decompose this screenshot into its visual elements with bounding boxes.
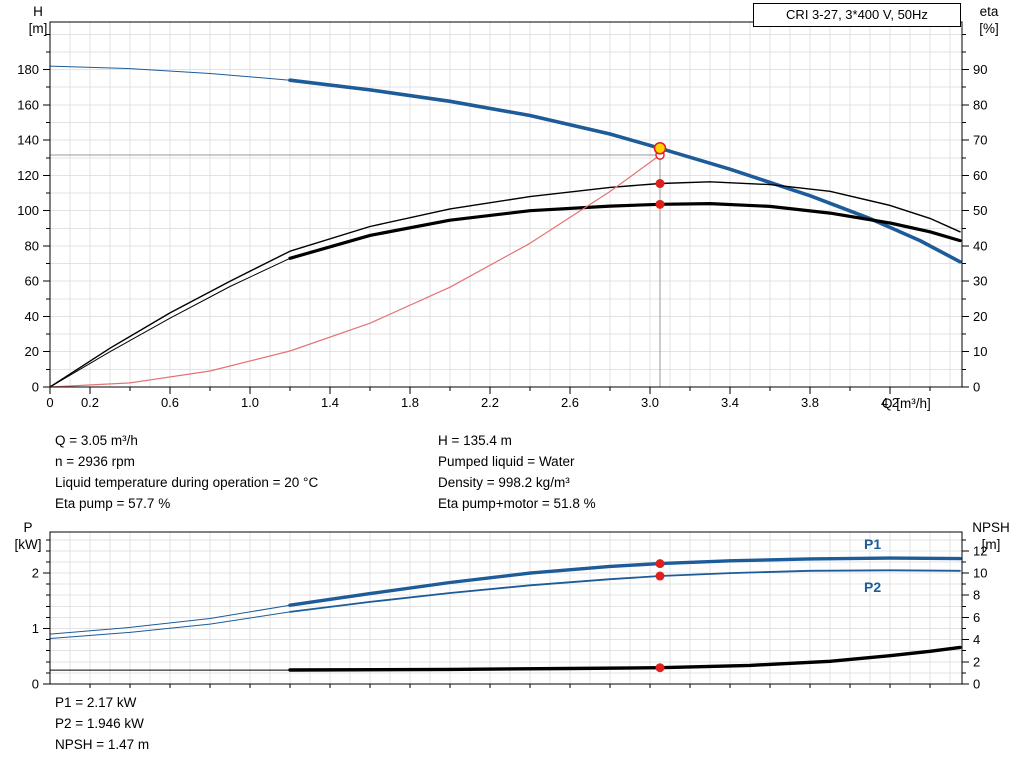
svg-text:0.6: 0.6 <box>161 395 179 410</box>
svg-text:12: 12 <box>973 543 987 558</box>
p1-curve-label: P1 <box>864 536 882 552</box>
svg-text:80: 80 <box>973 97 987 112</box>
info-line-h: H = 135.4 m <box>438 433 512 448</box>
svg-text:4.2: 4.2 <box>881 395 899 410</box>
info-line-density: Density = 998.2 kg/m³ <box>438 475 570 490</box>
p2-curve-label: P2 <box>864 579 882 595</box>
svg-text:60: 60 <box>973 168 987 183</box>
svg-text:120: 120 <box>17 168 39 183</box>
svg-text:180: 180 <box>17 62 39 77</box>
svg-text:90: 90 <box>973 62 987 77</box>
info-line-p1: P1 = 2.17 kW <box>55 695 137 710</box>
svg-text:70: 70 <box>973 133 987 148</box>
duty-info-left: Q = 3.05 m³/h n = 2936 rpm Liquid temper… <box>55 430 318 514</box>
svg-text:1.0: 1.0 <box>241 395 259 410</box>
svg-text:1.8: 1.8 <box>401 395 419 410</box>
svg-text:10: 10 <box>973 566 987 581</box>
svg-text:1: 1 <box>32 621 39 636</box>
svg-text:60: 60 <box>25 274 39 289</box>
svg-text:6: 6 <box>973 610 980 625</box>
svg-text:8: 8 <box>973 588 980 603</box>
svg-text:4: 4 <box>973 632 980 647</box>
info-line-npsh: NPSH = 1.47 m <box>55 737 150 752</box>
svg-text:2.6: 2.6 <box>561 395 579 410</box>
svg-text:80: 80 <box>25 238 39 253</box>
svg-text:0.2: 0.2 <box>81 395 99 410</box>
info-line-liquid: Pumped liquid = Water <box>438 454 575 469</box>
p-axis-title: P [kW] <box>14 520 42 552</box>
svg-text:30: 30 <box>973 274 987 289</box>
info-line-n: n = 2936 rpm <box>55 454 135 469</box>
duty-info-right: H = 135.4 m Pumped liquid = Water Densit… <box>438 430 596 514</box>
eta-axis-title: eta [%] <box>979 4 999 36</box>
svg-text:1.4: 1.4 <box>321 395 339 410</box>
info-line-eta-total: Eta pump+motor = 51.8 % <box>438 496 596 511</box>
svg-text:100: 100 <box>17 203 39 218</box>
svg-text:20: 20 <box>25 344 39 359</box>
h-axis-title: H [m] <box>28 4 48 36</box>
info-line-p2: P2 = 1.946 kW <box>55 716 144 731</box>
svg-text:40: 40 <box>973 238 987 253</box>
npsh-axis-title: NPSH [m] <box>972 520 1010 552</box>
svg-text:50: 50 <box>973 203 987 218</box>
svg-text:0: 0 <box>973 380 980 395</box>
pump-model-box: CRI 3-27, 3*400 V, 50Hz <box>753 3 961 27</box>
svg-text:160: 160 <box>17 97 39 112</box>
info-line-temp: Liquid temperature during operation = 20… <box>55 475 319 490</box>
svg-text:2: 2 <box>973 654 980 669</box>
svg-text:0: 0 <box>32 677 39 692</box>
svg-text:0: 0 <box>32 380 39 395</box>
svg-text:10: 10 <box>973 344 987 359</box>
svg-text:20: 20 <box>973 309 987 324</box>
info-line-eta-pump: Eta pump = 57.7 % <box>55 496 171 511</box>
svg-text:2.2: 2.2 <box>481 395 499 410</box>
info-line-q: Q = 3.05 m³/h <box>55 433 138 448</box>
svg-text:3.8: 3.8 <box>801 395 819 410</box>
q-axis-title: Q [m³/h] <box>882 396 931 411</box>
svg-text:2: 2 <box>32 566 39 581</box>
svg-text:140: 140 <box>17 133 39 148</box>
power-info: P1 = 2.17 kW P2 = 1.946 kW NPSH = 1.47 m <box>55 692 149 755</box>
svg-text:40: 40 <box>25 309 39 324</box>
svg-text:0: 0 <box>973 677 980 692</box>
svg-text:3.4: 3.4 <box>721 395 739 410</box>
svg-text:0: 0 <box>46 395 53 410</box>
svg-text:3.0: 3.0 <box>641 395 659 410</box>
